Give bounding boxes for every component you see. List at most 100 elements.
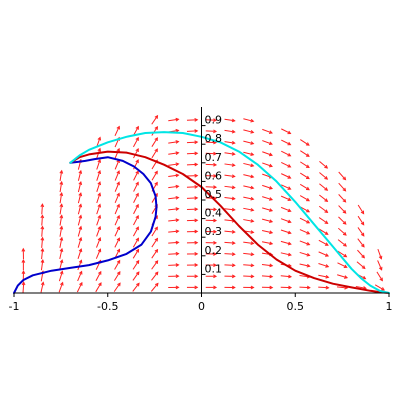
field-arrow [168, 184, 180, 189]
field-arrow-head [305, 142, 310, 146]
field-arrow-head [194, 240, 199, 245]
field-arrow-head [361, 265, 366, 270]
field-arrow-head [40, 247, 45, 252]
field-arrow [224, 196, 236, 201]
field-arrow-head [343, 253, 348, 258]
field-arrow [224, 252, 236, 256]
field-arrow [59, 180, 64, 193]
field-arrow [21, 247, 26, 260]
field-arrow [186, 263, 199, 267]
field-arrow [357, 249, 366, 259]
field-arrow-shaft [318, 228, 329, 235]
field-arrow-shaft [133, 215, 139, 226]
x-tick-label: 0 [198, 300, 205, 313]
field-arrow-shaft [96, 181, 101, 192]
field-arrow-head [250, 196, 255, 201]
field-arrow-shaft [22, 282, 25, 293]
field-arrow [318, 274, 330, 279]
field-arrow-shaft [77, 215, 82, 226]
field-arrow-shaft [114, 193, 120, 204]
field-arrow-shaft [150, 283, 159, 292]
field-arrow-shaft [186, 141, 198, 144]
field-arrow [151, 248, 159, 259]
field-arrow-head [78, 270, 83, 275]
field-arrow [95, 270, 102, 282]
field-arrow-head [78, 169, 83, 174]
field-arrow-shaft [132, 126, 139, 136]
field-arrow-shaft [96, 237, 101, 248]
field-arrow-shaft [243, 252, 254, 255]
field-arrow [205, 240, 218, 245]
field-arrow [243, 196, 255, 201]
field-arrow-head [21, 258, 26, 263]
field-arrow-shaft [262, 151, 273, 156]
field-arrow-shaft [224, 253, 235, 255]
field-arrow [205, 263, 218, 268]
field-arrow-head [154, 237, 158, 242]
field-arrow [243, 118, 255, 123]
field-arrow-head [287, 241, 292, 246]
field-arrow [377, 248, 383, 260]
field-arrow [59, 214, 64, 226]
field-arrow-head [175, 162, 180, 167]
field-arrow [168, 140, 180, 144]
field-arrow-head [343, 264, 348, 268]
field-arrow-head [287, 197, 292, 201]
field-arrow [280, 285, 293, 290]
field-arrow [132, 237, 139, 248]
field-arrow-shaft [151, 227, 158, 237]
field-arrow-shaft [318, 205, 328, 213]
field-arrow-shaft [243, 219, 254, 222]
field-arrow-head [97, 136, 102, 141]
field-arrow [168, 207, 180, 211]
field-arrow-shaft [77, 260, 82, 271]
field-arrow [96, 181, 102, 192]
field-arrow-head [154, 170, 158, 175]
field-arrow [186, 129, 199, 133]
field-arrow-head [231, 185, 236, 190]
field-arrow-shaft [318, 217, 328, 224]
field-arrow-head [378, 255, 383, 260]
field-arrow [151, 114, 159, 125]
field-arrow [280, 218, 292, 224]
field-arrow [168, 251, 180, 256]
field-arrow [262, 184, 274, 190]
field-arrow-head [325, 285, 330, 290]
y-tick-label: 0.1 [205, 262, 223, 275]
field-arrow-head [97, 237, 102, 242]
field-arrow [377, 260, 383, 271]
field-arrow [262, 140, 273, 146]
field-arrow [281, 173, 292, 179]
field-arrow-head [194, 118, 199, 122]
field-arrow-head [213, 252, 218, 256]
field-arrow-head [135, 181, 139, 186]
field-arrow-head [116, 214, 120, 219]
field-arrow-head [135, 248, 140, 253]
field-arrow-shaft [299, 240, 310, 246]
field-arrow-shaft [224, 163, 235, 166]
field-arrow [224, 140, 236, 145]
field-arrow-shaft [281, 150, 291, 157]
field-arrow [133, 215, 139, 226]
field-arrow-shaft [281, 128, 291, 134]
field-arrow-shaft [76, 282, 83, 293]
field-arrow-shaft [95, 271, 102, 282]
field-arrow [243, 140, 255, 145]
y-tick-label: 0.9 [205, 114, 223, 127]
field-arrow-shaft [336, 286, 348, 289]
field-arrow-head [135, 215, 139, 219]
field-arrow [186, 162, 199, 167]
field-arrow-shaft [319, 160, 328, 169]
field-arrow-head [306, 252, 311, 257]
field-arrow [299, 263, 311, 268]
field-arrow-head [175, 117, 180, 122]
field-arrow-shaft [243, 174, 254, 178]
field-arrow-head [135, 237, 139, 242]
field-arrow [151, 237, 158, 248]
field-arrow [133, 203, 139, 215]
field-arrow [40, 225, 45, 237]
field-arrow-shaft [280, 229, 291, 234]
field-arrow-shaft [374, 284, 385, 291]
field-arrow-head [250, 118, 255, 123]
field-arrow-shaft [224, 208, 235, 211]
